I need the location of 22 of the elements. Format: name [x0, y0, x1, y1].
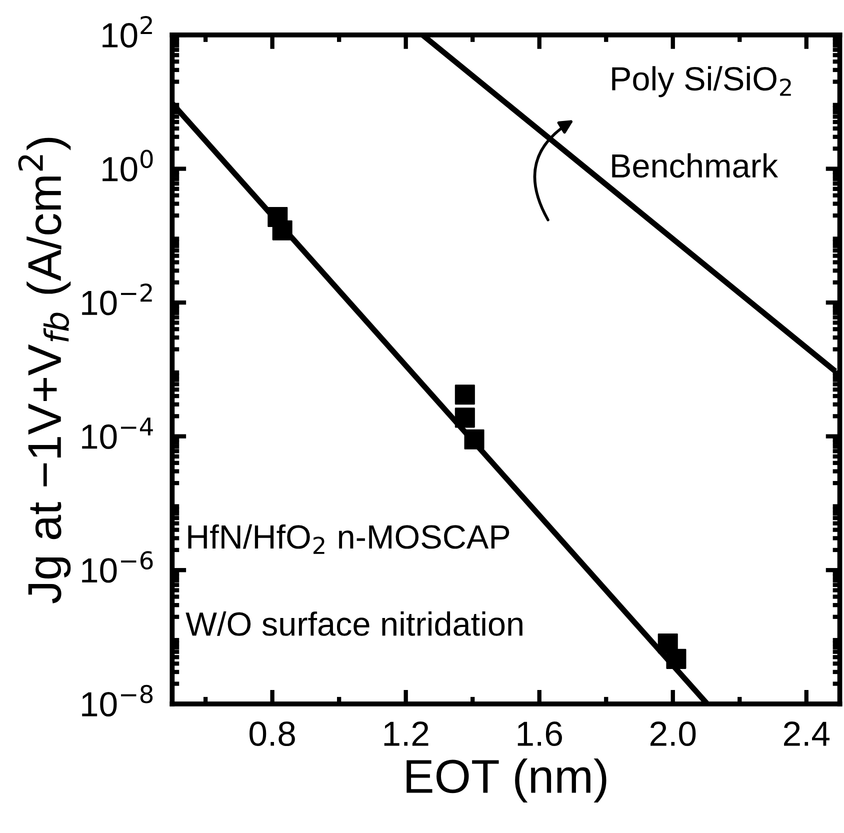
y-tick-label: 10$^{−6}$ — [82, 551, 153, 583]
annotation: Benchmark — [612, 153, 778, 178]
x-axis-title: EOT (nm) — [406, 758, 606, 802]
x-tick-label: 2.4 — [784, 721, 830, 746]
y-tick-label: 10$^{2}$ — [102, 16, 152, 48]
y-tick-label: 10$^{−4}$ — [82, 418, 153, 450]
x-tick-label: 2.0 — [650, 721, 696, 746]
point — [454, 408, 475, 428]
point — [454, 384, 475, 405]
point — [666, 648, 686, 669]
y-tick-label: 10$^{−2}$ — [82, 284, 152, 316]
y-axis-title: Jg at −1V+V$_{fb}$ (A/cm$^{2}$) — [18, 138, 71, 604]
annotation: W/O surface nitridation — [186, 611, 522, 636]
x-tick-label: 0.8 — [250, 721, 295, 746]
x-tick-label: 1.6 — [518, 721, 562, 746]
y-tick-label: 10$^{−8}$ — [82, 684, 153, 717]
point — [272, 220, 292, 240]
x-tick-label: 1.2 — [384, 721, 428, 746]
point — [464, 429, 484, 450]
annotation: Poly Si/SiO$_{2}$ — [612, 66, 791, 98]
y-tick-label: 10$^{0}$ — [102, 150, 153, 182]
annotation: HfN/HfO$_{2}$ n-MOSCAP — [188, 524, 510, 554]
